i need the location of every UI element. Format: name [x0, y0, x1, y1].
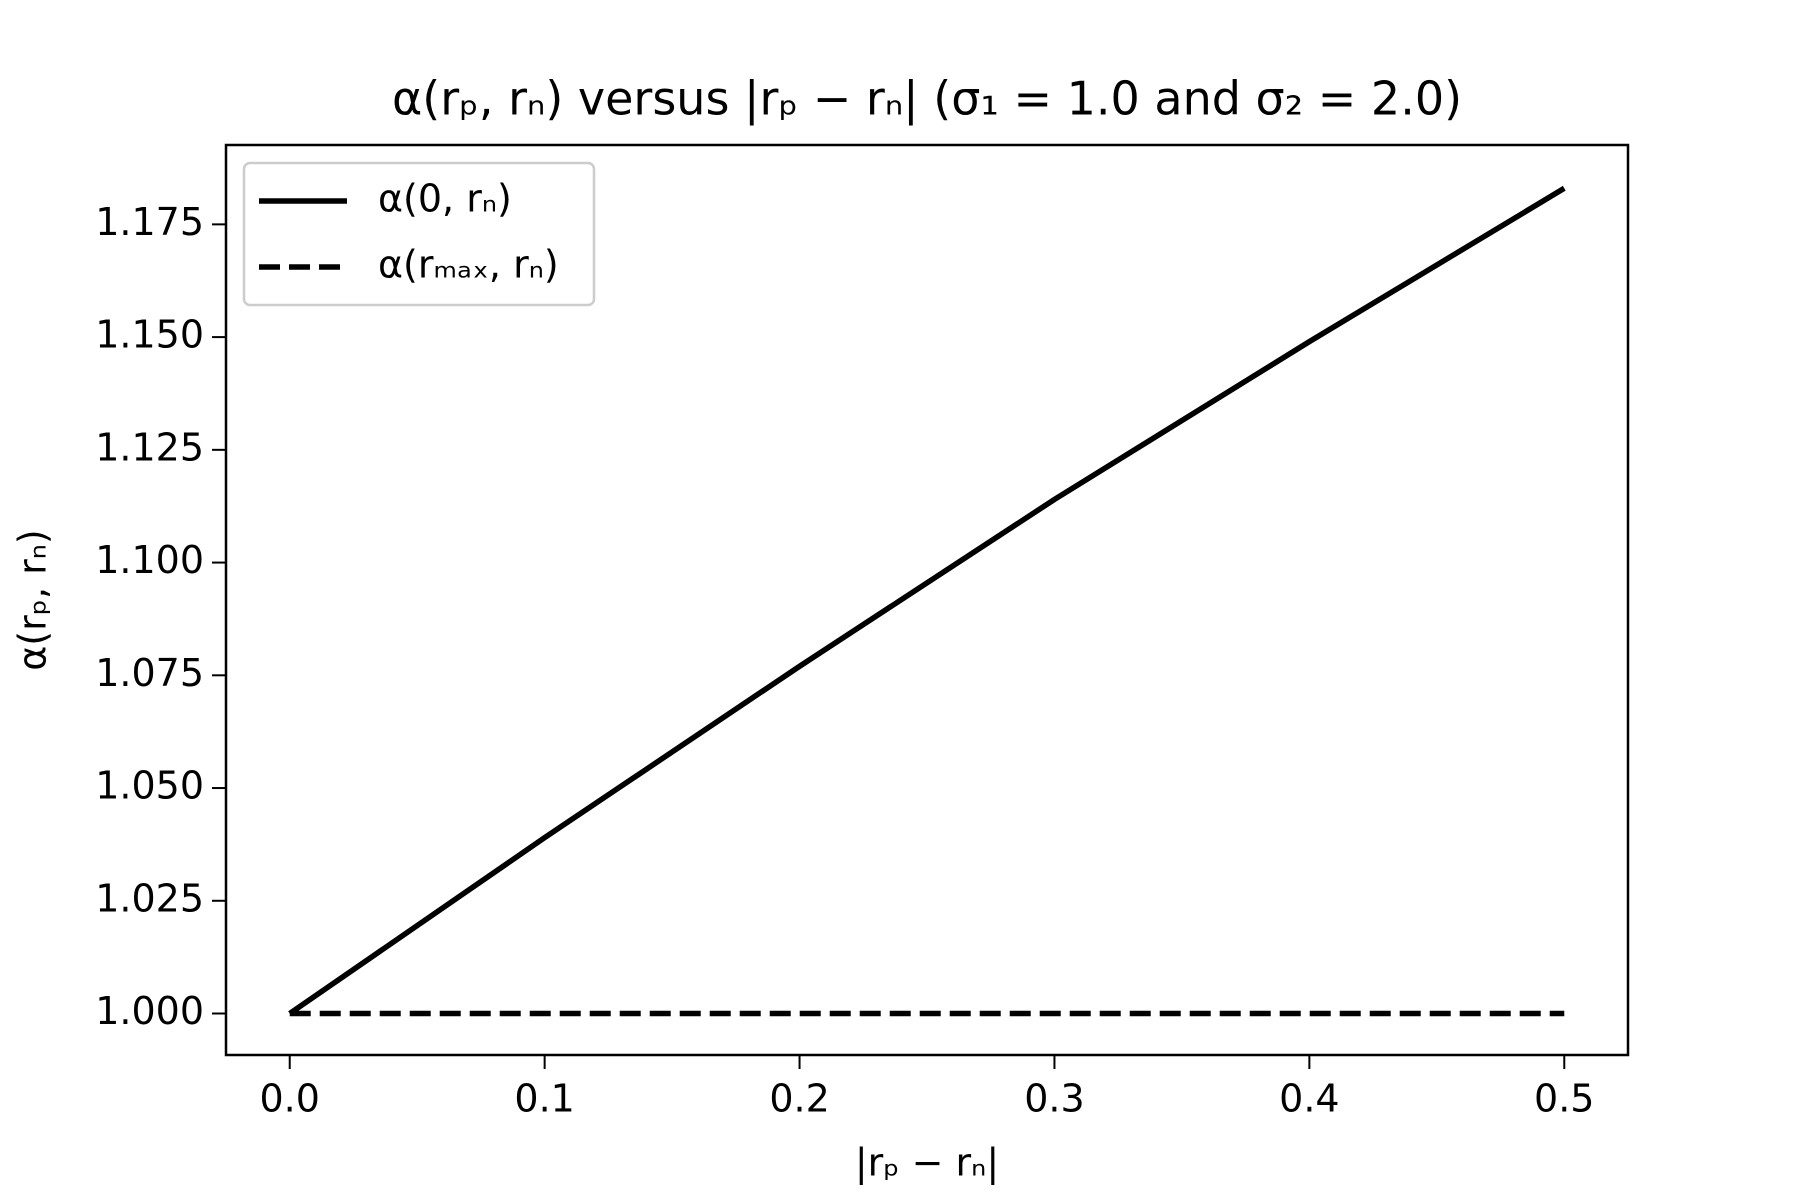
x-tick-label: 0.4: [1279, 1077, 1339, 1121]
y-tick-label: 1.050: [95, 764, 204, 808]
y-tick-label: 1.175: [95, 200, 204, 244]
y-tick-label: 1.025: [95, 876, 204, 920]
y-tick-label: 1.125: [95, 425, 204, 469]
line-series: [288, 185, 1566, 1016]
x-tick-label: 0.2: [769, 1077, 829, 1121]
x-axis-label: |rₚ − rₙ|: [855, 1141, 999, 1186]
x-tick-label: 0.3: [1024, 1077, 1084, 1121]
x-tick-label: 0.1: [514, 1077, 574, 1121]
plot-frame: [224, 143, 1630, 1057]
y-tick-label: 1.150: [95, 313, 204, 357]
y-tick-label: 1.075: [95, 651, 204, 695]
x-tick-label: 0.0: [260, 1077, 320, 1121]
legend-label: α(0, rₙ): [378, 177, 512, 221]
legend-label: α(rₘₐₓ, rₙ): [378, 243, 559, 287]
y-tick-label: 1.000: [95, 989, 204, 1033]
y-axis-label: α(rₚ, rₙ): [11, 529, 55, 671]
y-tick-label: 1.100: [95, 538, 204, 582]
chart-title: α(rₚ, rₙ) versus |rₚ − rₙ| (σ₁ = 1.0 and…: [392, 72, 1462, 127]
x-tick-label: 0.5: [1534, 1077, 1594, 1121]
